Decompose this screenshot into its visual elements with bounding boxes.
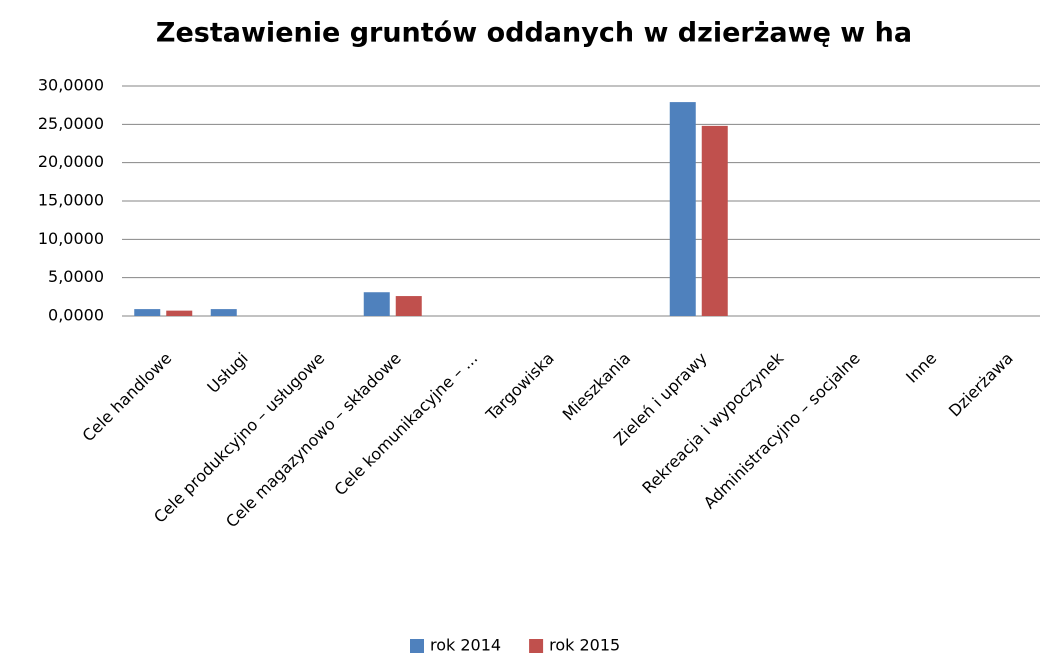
x-tick-label: Rekreacja i wypoczynek <box>638 348 787 497</box>
x-tick-label: Inne <box>902 349 940 387</box>
x-tick-label: Administracyjno – socjalne <box>700 349 864 513</box>
legend-swatch <box>529 639 544 653</box>
bar <box>166 310 193 316</box>
legend-label: rok 2014 <box>430 636 501 655</box>
y-tick-label: 15,0000 <box>38 191 104 210</box>
y-tick-label: 30,0000 <box>38 76 104 95</box>
y-tick-label: 25,0000 <box>38 114 104 133</box>
x-tick-label: Usługi <box>203 349 251 397</box>
y-tick-label: 20,0000 <box>38 152 104 171</box>
x-tick-label: Cele komunikacyjne – ... <box>331 349 482 500</box>
bar <box>669 102 696 316</box>
x-tick-label: Cele handlowe <box>79 349 176 446</box>
bar <box>395 296 422 316</box>
x-tick-label: Targowiska <box>482 349 558 425</box>
legend-label: rok 2015 <box>549 636 620 655</box>
bar <box>210 309 237 316</box>
bar <box>701 125 728 316</box>
bar <box>134 309 161 316</box>
y-tick-label: 10,0000 <box>38 229 104 248</box>
y-tick-label: 0,0000 <box>48 306 104 325</box>
legend-swatch <box>410 639 424 653</box>
chart-title: Zestawienie gruntów oddanych w dzierżawę… <box>156 18 912 49</box>
y-tick-label: 5,0000 <box>48 267 104 286</box>
bar <box>363 292 390 316</box>
x-tick-label: Dzierżawa <box>945 349 1017 421</box>
x-tick-label: Mieszkania <box>559 349 635 425</box>
